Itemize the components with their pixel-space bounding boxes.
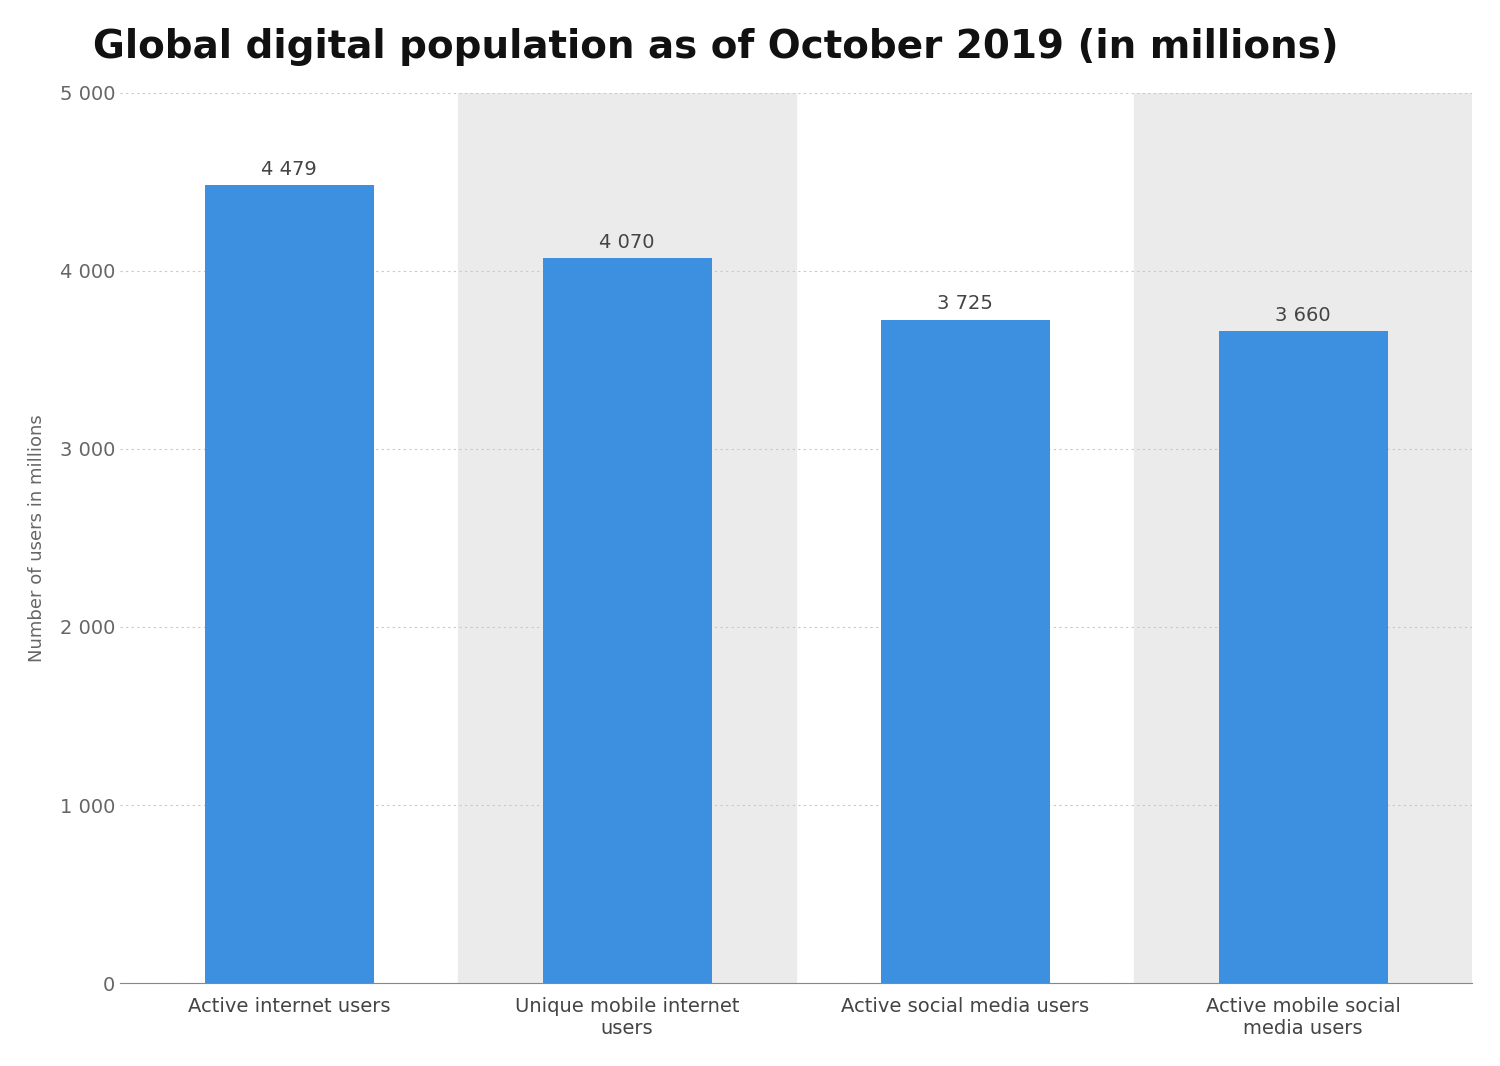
Bar [1218,332,1388,983]
Text: 4 479: 4 479 [261,160,316,179]
Bar [458,93,796,983]
Text: 3 725: 3 725 [938,294,993,313]
Bar [880,320,1050,983]
Bar [543,258,711,983]
Text: 3 660: 3 660 [1275,306,1330,325]
Text: Global digital population as of October 2019 (in millions): Global digital population as of October … [93,28,1338,66]
Bar [204,185,374,983]
Bar [1134,93,1472,983]
Text: 4 070: 4 070 [600,233,656,252]
Y-axis label: Number of users in millions: Number of users in millions [28,414,46,662]
